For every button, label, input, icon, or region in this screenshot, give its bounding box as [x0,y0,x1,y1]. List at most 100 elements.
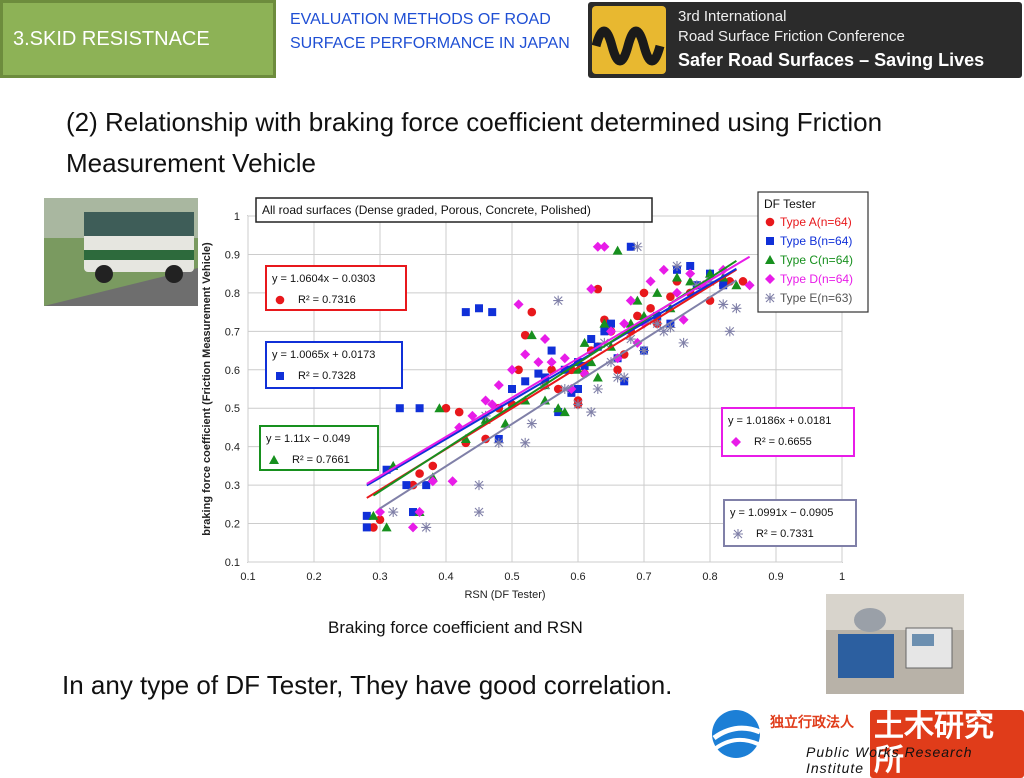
data-point-diamond [540,334,550,345]
data-point-triangle [599,318,610,328]
data-point-square [686,261,695,270]
data-point-diamond [447,476,458,487]
equation-box [723,499,857,547]
data-point-square [409,508,417,517]
data-point-circle [633,311,642,321]
chart-caption: Braking force coefficient and RSN [328,618,583,637]
data-point-square [534,369,543,378]
equation-text: y = 1.0186x + 0.0181 [728,415,831,427]
data-point-triangle [592,372,603,382]
legend-title: DF Tester [764,197,816,211]
data-point-diamond [625,295,636,306]
data-point-square [362,523,371,532]
r2-text: R² = 0.6655 [754,436,812,448]
data-point-triangle [573,364,583,374]
data-point-diamond [685,268,696,279]
data-point-triangle [612,245,623,255]
data-point-diamond [559,353,570,364]
data-point-circle [415,469,424,478]
data-point-star [625,334,636,345]
data-point-circle [646,303,655,313]
data-point-star [573,399,583,410]
section-label: 3.SKID RESISTNACE [13,27,210,50]
y-axis-label: braking force coefficient (Friction Meas… [201,242,213,536]
data-point-triangle [685,276,696,286]
data-point-diamond [454,422,465,433]
legend-marker-star [765,293,775,303]
data-point-triangle [368,510,379,520]
data-point-square [395,404,404,413]
evaluation-title: EVALUATION METHODS OF ROAD SURFACE PERFO… [290,11,570,52]
r2-text: R² = 0.7661 [292,454,350,466]
data-point-star [718,299,729,310]
data-point-square [587,335,596,344]
data-point-square [422,481,431,490]
data-point-triangle [672,272,682,282]
y-tick-label: 0.2 [225,519,240,531]
data-point-square [461,308,470,317]
data-point-diamond [520,349,531,360]
data-point-triangle [526,330,537,340]
data-point-diamond [586,284,597,295]
data-point-square [415,404,424,413]
x-tick-label: 0.8 [702,571,717,583]
data-point-circle [441,403,451,413]
data-point-diamond [480,395,491,406]
data-point-star [606,357,616,368]
conference-banner: 3rd International Road Surface Friction … [588,2,1022,78]
data-point-square [521,377,530,386]
bus-photo [44,198,198,306]
data-point-triangle [559,407,570,417]
data-point-circle [520,330,530,340]
legend-marker-diamond [765,274,775,284]
x-tick-label: 0.5 [504,571,519,583]
y-tick-label: 0.8 [225,288,240,300]
conference-line-3: Safer Road Surfaces – Saving Lives [678,50,985,70]
r2-text: R² = 0.7331 [756,528,814,540]
data-point-diamond [592,241,603,252]
equation-text: y = 1.0065x + 0.0173 [272,349,375,361]
data-point-square [508,385,516,393]
legend-label: Type A(n=64) [780,215,852,229]
data-point-circle [593,284,603,294]
data-point-circle [428,461,438,471]
pwri-globe-icon [712,710,761,758]
x-tick-label: 1 [839,571,845,583]
equation-marker-triangle [269,455,279,464]
r2-text: R² = 0.7328 [298,370,356,382]
data-point-square [626,242,635,251]
data-point-square [382,465,391,474]
data-point-star [421,522,432,533]
data-point-diamond [507,364,517,375]
data-point-square [488,308,497,317]
df-tester-photo [826,594,964,694]
equation-marker-diamond [731,437,741,447]
data-point-star [678,337,689,348]
data-point-triangle [381,522,392,532]
equation-box [265,265,407,311]
data-point-square [574,385,582,393]
data-point-circle [613,365,622,375]
data-point-triangle [632,295,643,305]
r2-text: R² = 0.7316 [298,294,356,306]
data-point-circle [619,350,629,359]
data-point-star [526,418,537,429]
conference-line-1: 3rd International [678,8,787,25]
data-point-star [520,437,531,448]
legend-marker-circle [765,217,775,227]
data-point-star [493,437,504,448]
data-point-star [586,407,597,418]
data-point-square [607,319,615,328]
equation-marker-circle [275,295,285,305]
data-point-diamond [606,326,616,337]
y-tick-label: 1 [234,211,240,223]
data-point-diamond [645,276,656,287]
legend-label: Type C(n=64) [780,253,853,267]
x-tick-label: 0.7 [636,571,651,583]
y-tick-label: 0.6 [225,365,240,377]
data-point-square [580,361,589,370]
chart-svg: 0.10.1 0.2 0.2 0.3 0.3 0.4 0.4 0.5 0.5 0.6 0.6 0.7 0… [201,191,869,601]
chart-title-box [255,197,653,223]
equation-box [721,407,855,457]
legend-marker-square [766,237,774,245]
